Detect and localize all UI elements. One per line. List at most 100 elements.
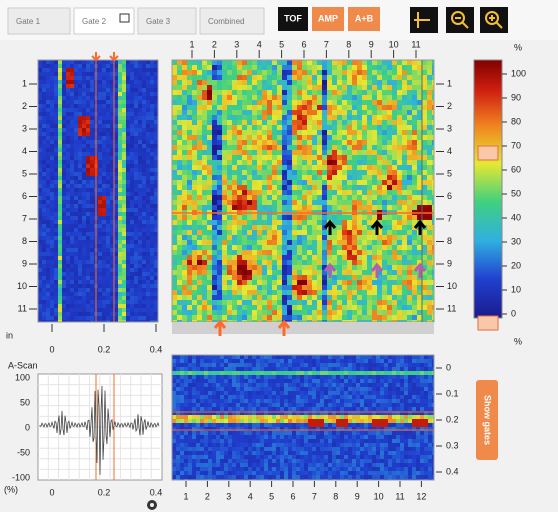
heat-cell — [344, 363, 349, 368]
heat-cell — [86, 132, 91, 137]
heat-cell — [247, 215, 253, 221]
heat-cell — [82, 284, 87, 289]
heat-cell — [372, 195, 378, 201]
heat-cell — [252, 150, 258, 156]
heat-cell — [232, 90, 238, 96]
heat-cell — [287, 130, 293, 136]
heat-cell — [86, 284, 91, 289]
heat-cell — [74, 112, 79, 117]
heat-cell — [197, 305, 203, 311]
heat-cell — [86, 120, 91, 125]
heat-cell — [106, 112, 111, 117]
heat-cell — [142, 168, 147, 173]
heat-cell — [402, 75, 408, 81]
heat-cell — [62, 136, 67, 141]
heat-cell — [58, 204, 63, 209]
heat-cell — [232, 240, 238, 246]
heat-cell — [102, 80, 107, 85]
heat-cell — [142, 76, 147, 81]
heat-cell — [42, 60, 47, 65]
heat-cell — [307, 150, 313, 156]
heat-cell — [352, 135, 358, 141]
heat-cell — [66, 292, 71, 297]
heat-cell — [397, 80, 403, 86]
heat-cell — [267, 195, 273, 201]
heat-cell — [86, 152, 91, 157]
heat-cell — [337, 245, 343, 251]
heat-cell — [292, 215, 298, 221]
heat-cell — [342, 235, 348, 241]
heat-cell — [347, 75, 353, 81]
heat-cell — [146, 172, 151, 177]
heat-cell — [322, 135, 328, 141]
heat-cell — [38, 244, 43, 249]
heat-cell — [70, 132, 75, 137]
heat-cell — [272, 270, 278, 276]
heat-cell — [114, 208, 119, 213]
heat-cell — [70, 152, 75, 157]
heat-cell — [257, 75, 263, 81]
heat-cell — [182, 100, 188, 106]
heat-cell — [244, 363, 249, 368]
heat-cell — [70, 116, 75, 121]
heat-cell — [302, 310, 308, 316]
heat-cell — [142, 152, 147, 157]
heat-cell — [46, 88, 51, 93]
heat-cell — [432, 310, 438, 316]
heat-cell — [114, 180, 119, 185]
heat-cell — [237, 65, 243, 71]
heat-cell — [70, 280, 75, 285]
heat-cell — [38, 268, 43, 273]
heat-cell — [227, 240, 233, 246]
heat-cell — [248, 363, 253, 368]
heat-cell — [392, 185, 398, 191]
heat-cell — [150, 236, 155, 241]
heat-cell — [202, 270, 208, 276]
heat-cell — [177, 70, 183, 76]
heat-cell — [277, 140, 283, 146]
heat-cell — [90, 256, 95, 261]
heat-cell — [377, 290, 383, 296]
heat-cell — [177, 95, 183, 101]
heat-cell — [202, 260, 208, 266]
heat-cell — [177, 100, 183, 106]
heat-cell — [177, 255, 183, 261]
heat-cell — [38, 160, 43, 165]
heat-cell — [146, 60, 151, 65]
heat-cell — [90, 312, 95, 317]
heat-cell — [332, 300, 338, 306]
heat-cell — [232, 65, 238, 71]
heat-cell — [352, 205, 358, 211]
heat-cell — [50, 232, 55, 237]
heat-cell — [337, 125, 343, 131]
heat-cell — [287, 235, 293, 241]
heat-cell — [202, 105, 208, 111]
heat-cell — [146, 276, 151, 281]
heat-cell — [377, 155, 383, 161]
heat-cell — [352, 170, 358, 176]
heat-cell — [42, 68, 47, 73]
heat-cell — [237, 215, 243, 221]
heat-cell — [102, 272, 107, 277]
heat-cell — [172, 367, 177, 372]
heat-cell — [367, 135, 373, 141]
heat-cell — [222, 305, 228, 311]
heat-cell — [74, 200, 79, 205]
heat-cell — [322, 155, 328, 161]
heat-cell — [277, 205, 283, 211]
heat-cell — [142, 148, 147, 153]
heat-cell — [302, 290, 308, 296]
heat-cell — [432, 295, 438, 301]
heat-cell — [262, 100, 268, 106]
heat-cell — [382, 110, 388, 116]
heat-cell — [122, 264, 127, 269]
heat-cell — [58, 164, 63, 169]
heat-cell — [257, 240, 263, 246]
heat-cell — [382, 100, 388, 106]
heat-cell — [118, 300, 123, 305]
heat-cell — [307, 270, 313, 276]
heat-cell — [46, 92, 51, 97]
heat-cell — [118, 96, 123, 101]
heat-cell — [392, 160, 398, 166]
heat-cell — [42, 232, 47, 237]
